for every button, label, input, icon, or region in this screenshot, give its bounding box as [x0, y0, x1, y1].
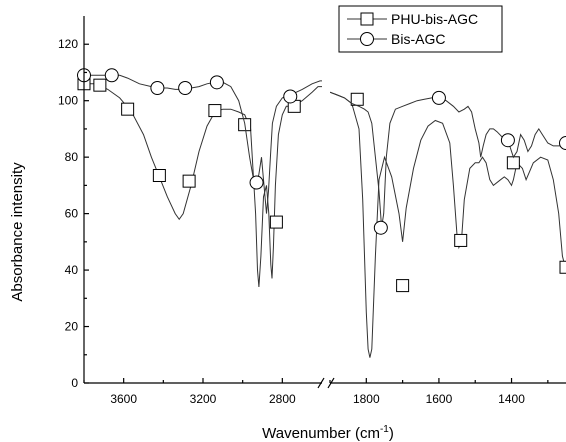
data-point-circle — [373, 220, 388, 235]
x-tick-label: 3200 — [190, 392, 217, 406]
series-bis-agc — [77, 68, 566, 235]
data-point-square — [454, 233, 468, 247]
x-tick-label: 1600 — [426, 392, 453, 406]
data-point-circle — [104, 68, 119, 83]
data-point-circle — [283, 89, 298, 104]
legend-label: Bis-AGC — [391, 31, 445, 47]
data-point-square — [121, 102, 135, 116]
y-tick-label: 20 — [65, 320, 79, 334]
axis-break-mark — [317, 377, 325, 389]
series-line — [84, 74, 322, 214]
data-point-square — [396, 279, 410, 293]
x-axis-title: Wavenumber (cm-1) — [262, 424, 394, 442]
series-line — [330, 91, 566, 358]
y-tick-label: 60 — [65, 207, 79, 221]
y-tick-label: 0 — [71, 376, 78, 390]
legend-marker-square — [360, 12, 374, 26]
y-tick-label: 80 — [65, 150, 79, 164]
data-point-square — [182, 174, 196, 188]
data-point-circle — [150, 80, 165, 95]
x-axis-title-main: Wavenumber (cm — [262, 425, 380, 442]
x-axis-title-sup: -1 — [380, 424, 389, 435]
y-axis-title: Absorbance intensity — [9, 162, 26, 302]
data-point-square — [93, 78, 107, 92]
series-line — [84, 83, 322, 288]
data-point-circle — [178, 80, 193, 95]
data-point-circle — [431, 90, 446, 105]
axes-layer: 0 20 40 60 80 100 120 3600 3200 2800 1800 1600 1400 — [58, 16, 566, 406]
data-point-circle — [500, 133, 515, 148]
legend-marker-circle — [360, 32, 374, 46]
x-tick-label: 1800 — [353, 392, 380, 406]
data-point-square — [269, 215, 283, 229]
legend: PHU-bis-AGC Bis-AGC — [338, 5, 503, 53]
x-tick-label: 1400 — [498, 392, 525, 406]
axis-break-mark — [327, 377, 335, 389]
data-point-circle — [249, 175, 264, 190]
data-point-square — [559, 260, 566, 274]
data-point-circle — [559, 136, 566, 151]
x-tick-label: 3600 — [110, 392, 137, 406]
y-tick-label: 40 — [65, 263, 79, 277]
y-tick-label: 100 — [58, 94, 78, 108]
data-point-square — [506, 156, 520, 170]
legend-label: PHU-bis-AGC — [391, 11, 478, 27]
data-point-square — [152, 169, 166, 183]
x-tick-label: 2800 — [269, 392, 296, 406]
data-point-square — [208, 104, 222, 118]
series-line — [330, 91, 566, 228]
series-layer — [77, 68, 566, 358]
data-point-circle — [209, 75, 224, 90]
y-tick-label: 120 — [58, 37, 78, 51]
series-phu-bis-agc — [77, 77, 566, 358]
x-axis-title-suffix: ) — [389, 425, 394, 442]
